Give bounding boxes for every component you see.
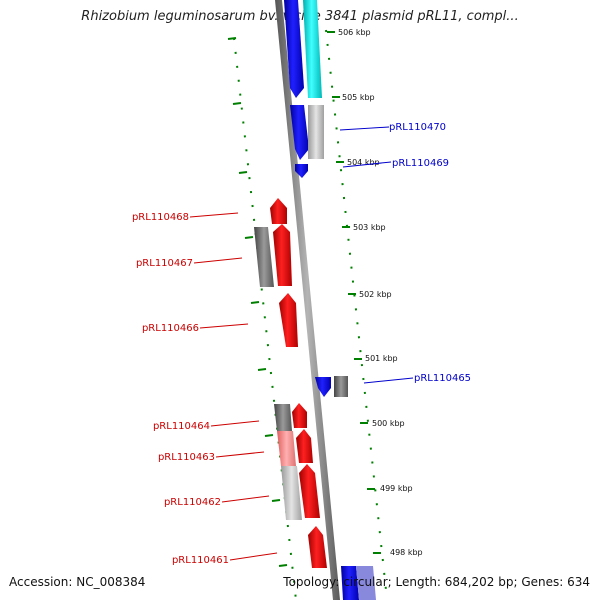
cds-pRL110462[interactable]: [299, 464, 320, 518]
feature-pRL110470-gray[interactable]: [308, 105, 324, 159]
scale-label: 504 kbp: [347, 158, 380, 167]
cds-pRL110467[interactable]: [273, 224, 292, 286]
summary-text: Topology: circular; Length: 684,202 bp; …: [283, 575, 590, 589]
gene-label-pRL110466[interactable]: pRL110466: [142, 323, 199, 334]
map-title: Rhizobium leguminosarum bv. viciae 3841 …: [81, 9, 519, 24]
cds-pRL110461[interactable]: [308, 526, 327, 568]
gene-label-pRL110461[interactable]: pRL110461: [172, 555, 229, 566]
feature-pRL110464-gray[interactable]: [274, 404, 292, 431]
scale-ticks: [227, 31, 381, 567]
gene-label-pRL110465[interactable]: pRL110465: [414, 373, 471, 384]
scale-label: 505 kbp: [342, 93, 375, 102]
scale-label: 500 kbp: [372, 419, 405, 428]
gene-labels: pRL110470 pRL110469 pRL110465 pRL110468 …: [132, 122, 471, 566]
gene-label-pRL110463[interactable]: pRL110463: [158, 452, 215, 463]
features: [254, 0, 376, 600]
cds-pRL110463[interactable]: [296, 429, 313, 463]
gene-label-pRL110467[interactable]: pRL110467: [136, 258, 193, 269]
gene-label-pRL110464[interactable]: pRL110464: [153, 421, 210, 432]
scale-label: 506 kbp: [338, 28, 371, 37]
cds-reverse-bottom[interactable]: [341, 566, 359, 600]
feature-reverse-bottom-light[interactable]: [356, 566, 376, 600]
scale-label: 503 kbp: [353, 223, 386, 232]
rna-feature-top[interactable]: [303, 0, 322, 98]
leader-lines-right: [339, 126, 414, 384]
cds-pRL110465[interactable]: [315, 377, 331, 397]
scale-label: 501 kbp: [365, 354, 398, 363]
cds-reverse-top[interactable]: [284, 0, 304, 98]
feature-pRL110467-gray[interactable]: [254, 227, 274, 287]
scale-labels: 506 kbp 505 kbp 504 kbp 503 kbp 502 kbp …: [338, 28, 423, 557]
feature-pRL110463-gray[interactable]: [277, 431, 296, 466]
feature-pRL110465-gray[interactable]: [334, 376, 348, 397]
gene-label-pRL110470[interactable]: pRL110470: [389, 122, 446, 133]
leader-lines-left: [189, 212, 278, 561]
gene-label-pRL110468[interactable]: pRL110468: [132, 212, 189, 223]
cds-pRL110470[interactable]: [290, 105, 309, 160]
scale-label: 502 kbp: [359, 290, 392, 299]
right-dotted-track: [325, 29, 387, 591]
cds-pRL110469[interactable]: [295, 164, 308, 178]
scale-label: 498 kbp: [390, 548, 423, 557]
cds-pRL110468[interactable]: [270, 198, 287, 224]
gene-label-pRL110469[interactable]: pRL110469: [392, 158, 449, 169]
feature-pRL110462-gray[interactable]: [281, 466, 302, 520]
cds-pRL110464[interactable]: [292, 403, 307, 428]
cds-pRL110466[interactable]: [279, 293, 298, 347]
backbone: [275, 0, 340, 600]
scale-label: 499 kbp: [380, 484, 413, 493]
gene-label-pRL110462[interactable]: pRL110462: [164, 497, 221, 508]
accession-text: Accession: NC_008384: [9, 575, 146, 589]
